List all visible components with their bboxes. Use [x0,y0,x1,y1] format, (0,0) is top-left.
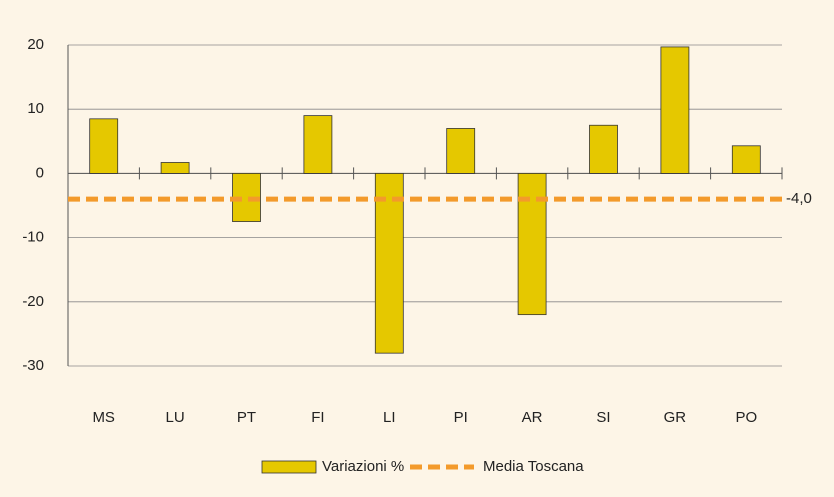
x-tick-label: AR [522,409,543,426]
bar [303,115,333,174]
x-tick-label: LI [383,409,396,426]
bar [731,145,761,174]
y-tick-label: -20 [22,293,44,310]
y-tick-label: 20 [27,36,44,53]
legend-label: Variazioni % [322,458,404,475]
x-tick-label: PO [735,409,757,426]
x-tick-label: GR [664,409,687,426]
reference-label: -4,0 [786,190,812,207]
y-tick-label: -10 [22,229,44,246]
y-tick-label: -30 [22,357,44,374]
bar [374,172,404,354]
x-tick-label: LU [166,409,185,426]
x-tick-label: PT [237,409,256,426]
legend-label: Media Toscana [483,458,584,475]
y-tick-label: 10 [27,100,44,117]
x-tick-label: FI [311,409,324,426]
y-tick-label: 0 [36,164,44,181]
x-tick-label: SI [596,409,610,426]
bar [446,128,476,174]
bar [160,162,190,174]
x-tick-label: MS [92,409,115,426]
legend-swatch [261,460,317,474]
bar [660,46,690,174]
bar [517,172,547,316]
bar [89,118,119,174]
bar [589,124,618,174]
x-tick-label: PI [454,409,468,426]
